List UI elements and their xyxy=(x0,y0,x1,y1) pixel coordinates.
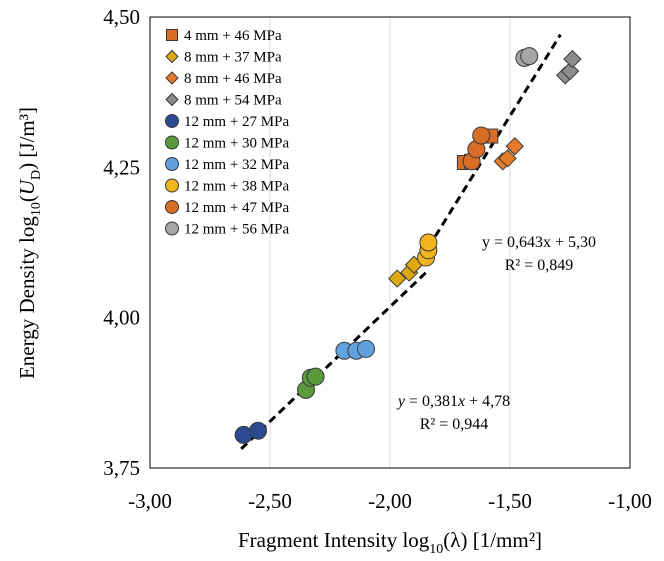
legend-item: 12 mm + 32 MPa xyxy=(165,157,289,173)
legend-item: 4 mm + 46 MPa xyxy=(166,28,282,44)
x-tick-label: -2,50 xyxy=(248,489,292,513)
legend-item: 12 mm + 30 MPa xyxy=(165,135,289,152)
data-point xyxy=(520,47,539,66)
legend-marker xyxy=(165,178,179,193)
x-axis-title-suffix: (λ) [1/mm²] xyxy=(443,528,542,552)
data-point xyxy=(357,339,375,358)
legend-label: 12 mm + 30 MPa xyxy=(184,136,289,152)
legend-marker xyxy=(165,71,179,85)
trendline xyxy=(427,33,562,249)
data-point xyxy=(387,269,407,288)
trendlines xyxy=(240,33,562,450)
legend-label: 12 mm + 56 MPa xyxy=(184,222,289,238)
equation-lower-line1: y = 0,381x + 4,78 xyxy=(396,393,510,410)
equation-upper-line2: R² = 0,849 xyxy=(505,257,574,274)
equation-upper-line1: y = 0,643x + 5,30 xyxy=(482,234,596,251)
legend-label: 8 mm + 54 MPa xyxy=(184,93,282,109)
legend-item: 8 mm + 37 MPa xyxy=(165,49,282,66)
data-point xyxy=(249,421,267,440)
legend-item: 8 mm + 46 MPa xyxy=(165,71,282,87)
data-point xyxy=(563,49,582,69)
y-axis-title-suffix: ) [J/m³] xyxy=(15,107,39,170)
legend-label: 4 mm + 46 MPa xyxy=(184,28,282,44)
equation-lower-intercept: + 4,78 xyxy=(465,393,510,410)
legend-label: 12 mm + 38 MPa xyxy=(184,179,289,195)
data-point xyxy=(472,126,491,145)
vertical-gridlines xyxy=(269,17,511,468)
legend-marker xyxy=(165,135,179,150)
y-axis-title-paren: ( xyxy=(15,195,39,202)
y-tick-labels: 3,75 4,00 4,25 4,50 xyxy=(103,5,140,480)
x-tick-label: -1,00 xyxy=(608,489,652,513)
legend-marker xyxy=(165,221,179,236)
legend-item: 12 mm + 56 MPa xyxy=(165,221,289,238)
trendline xyxy=(240,269,430,450)
plot-area-frame xyxy=(149,16,631,469)
x-axis-title-prefix: Fragment Intensity log xyxy=(238,528,430,552)
y-tick-label: 3,75 xyxy=(103,456,140,480)
y-tick-label: 4,50 xyxy=(103,5,140,29)
data-point xyxy=(505,137,525,156)
x-axis-title: Fragment Intensity log10(λ) [1/mm²] xyxy=(238,528,542,557)
legend-item: 12 mm + 27 MPa xyxy=(165,114,289,130)
legend-label: 12 mm + 47 MPa xyxy=(184,200,289,216)
equation-upper: y = 0,643x + 5,30 R² = 0,849 xyxy=(482,234,596,274)
data-point xyxy=(419,233,438,252)
equation-lower-slope: = 0,381 xyxy=(405,393,458,410)
legend-label: 12 mm + 27 MPa xyxy=(184,114,289,130)
data-point xyxy=(306,367,325,386)
equation-lower-line2: R² = 0,944 xyxy=(420,416,489,433)
data-point xyxy=(560,61,580,81)
y-axis-title-prefix: Energy Density log xyxy=(15,216,39,379)
x-tick-label: -1,50 xyxy=(488,489,532,513)
legend-item: 12 mm + 47 MPa xyxy=(165,200,289,216)
legend-marker xyxy=(165,49,179,64)
legend-marker xyxy=(165,200,179,214)
x-tick-label: -3,00 xyxy=(128,489,172,513)
legend: 4 mm + 46 MPa 8 mm + 37 MPa 8 mm + 46 MPa 8… xyxy=(165,28,289,238)
equation-lower: y = 0,381x + 4,78 R² = 0,944 xyxy=(396,393,510,433)
y-tick-label: 4,25 xyxy=(103,155,140,179)
x-tick-label: -2,00 xyxy=(368,489,412,513)
y-axis-title-var: U xyxy=(15,178,39,195)
y-axis-title-sub: 10 xyxy=(29,202,44,216)
data-point xyxy=(498,149,517,168)
legend-marker xyxy=(165,92,179,107)
x-tick-labels: -3,00 -2,50 -2,00 -1,50 -1,00 xyxy=(128,489,652,513)
y-tick-label: 4,00 xyxy=(103,306,140,330)
equation-lower-x: x xyxy=(457,393,465,410)
legend-item: 8 mm + 54 MPa xyxy=(165,92,282,109)
x-axis-title-sub: 10 xyxy=(429,542,443,557)
y-axis-title-var-sub: D xyxy=(29,170,44,180)
equation-lower-y: y xyxy=(396,393,406,410)
legend-marker xyxy=(166,29,178,41)
legend-label: 8 mm + 37 MPa xyxy=(184,50,282,66)
legend-item: 12 mm + 38 MPa xyxy=(165,178,289,195)
y-axis-title: Energy Density log10(UD) [J/m³] xyxy=(15,107,44,379)
legend-label: 8 mm + 46 MPa xyxy=(184,71,282,87)
legend-marker xyxy=(165,114,179,128)
legend-label: 12 mm + 32 MPa xyxy=(184,157,289,173)
legend-marker xyxy=(165,157,179,171)
data-points xyxy=(234,47,582,444)
